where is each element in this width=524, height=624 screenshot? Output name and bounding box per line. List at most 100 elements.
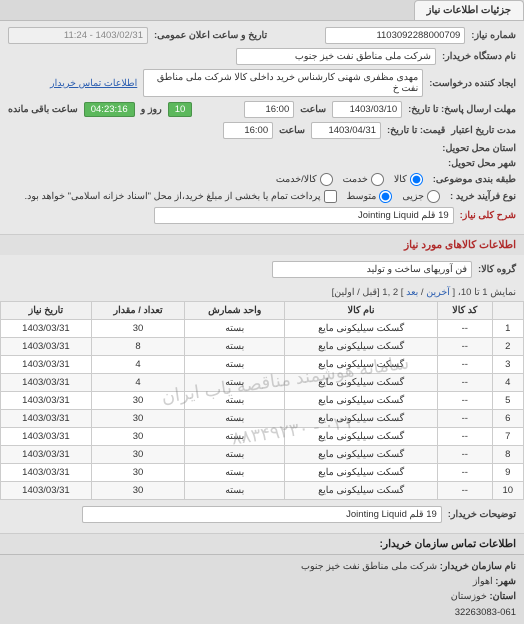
table-cell: 1403/03/31 (1, 320, 92, 338)
ann-field: 1403/02/31 - 11:24 (8, 27, 148, 44)
table-cell: بسته (185, 464, 285, 482)
footer-header: اطلاعات تماس سازمان خریدار: (0, 533, 524, 554)
table-cell: 1 (492, 320, 523, 338)
cat-goods-text: کالا (394, 174, 407, 185)
process-medium[interactable]: متوسط (347, 190, 393, 203)
cat-goods-service[interactable]: کالا/خدمت (276, 173, 333, 186)
requester-label: ایجاد کننده درخواست: (429, 78, 516, 89)
deadline-send-label: مهلت ارسال پاسخ: تا تاریخ: (408, 104, 516, 115)
tab-details[interactable]: جزئیات اطلاعات نیاز (414, 0, 524, 20)
table-header-cell: تعداد / مقدار (91, 302, 184, 320)
req-no-field: 1103092288000709 (325, 27, 465, 44)
buyer-contact-link[interactable]: اطلاعات تماس خریدار (50, 78, 137, 89)
time-label-1: ساعت (300, 104, 326, 115)
remaining-days: 10 (168, 102, 193, 117)
table-cell: 5 (492, 392, 523, 410)
table-header-cell: واحد شمارش (185, 302, 285, 320)
form-area: شماره نیاز: 1103092288000709 تاریخ و ساع… (0, 21, 524, 234)
table-cell: 3 (492, 356, 523, 374)
table-cell: 30 (91, 410, 184, 428)
table-cell: گسکت سیلیکونی مایع (285, 410, 438, 428)
table-cell: -- (437, 410, 492, 428)
delivery-city-label: شهر محل تحویل: (448, 158, 516, 169)
footer-code: 32263083-061 (455, 607, 516, 618)
table-cell: گسکت سیلیکونی مایع (285, 338, 438, 356)
table-header-cell: نام کالا (285, 302, 438, 320)
table-cell: گسکت سیلیکونی مایع (285, 374, 438, 392)
ann-label: تاریخ و ساعت اعلان عمومی: (154, 30, 267, 41)
table-row[interactable]: 4--گسکت سیلیکونی مایعبسته41403/03/31 (1, 374, 524, 392)
cat-goods[interactable]: کالا (394, 173, 423, 186)
cat-service-radio[interactable] (371, 173, 384, 186)
cat-goods-service-radio[interactable] (320, 173, 333, 186)
cat-goods-service-text: کالا/خدمت (276, 174, 317, 185)
table-cell: 1403/03/31 (1, 428, 92, 446)
table-cell: 8 (91, 338, 184, 356)
remaining-days-label: روز و (141, 104, 162, 115)
price-label: قیمت: تا تاریخ: (387, 125, 445, 136)
table-cell: 1403/03/31 (1, 356, 92, 374)
time-label-2: ساعت (279, 125, 305, 136)
table-row[interactable]: 2--گسکت سیلیکونی مایعبسته81403/03/31 (1, 338, 524, 356)
footer-org: شرکت ملی مناطق نفت خیز جنوب (301, 561, 437, 572)
table-row[interactable]: 10--گسکت سیلیکونی مایعبسته301403/03/31 (1, 482, 524, 500)
table-row[interactable]: 6--گسکت سیلیکونی مایعبسته301403/03/31 (1, 410, 524, 428)
table-row[interactable]: 9--گسکت سیلیکونی مایعبسته301403/03/31 (1, 464, 524, 482)
table-cell: بسته (185, 428, 285, 446)
footer-org-label: نام سازمان خریدار: (440, 561, 516, 572)
req-no-label: شماره نیاز: (471, 30, 516, 41)
table-row[interactable]: 8--گسکت سیلیکونی مایعبسته301403/03/31 (1, 446, 524, 464)
main-desc-field: 19 قلم Jointing Liquid (154, 207, 454, 224)
buyer-dev-field: شرکت ملی مناطق نفت خیز جنوب (236, 48, 436, 65)
pager-last[interactable]: آخرین (426, 287, 450, 298)
process-medium-radio[interactable] (379, 190, 392, 203)
table-header-cell (492, 302, 523, 320)
deadline-send-date: 1403/03/10 (332, 101, 402, 118)
cat-goods-radio[interactable] (410, 173, 423, 186)
table-cell: گسکت سیلیکونی مایع (285, 464, 438, 482)
table-cell: 7 (492, 428, 523, 446)
table-row[interactable]: 3--گسکت سیلیکونی مایعبسته41403/03/31 (1, 356, 524, 374)
table-cell: بسته (185, 446, 285, 464)
valid-label: مدت تاریخ اعتبار (451, 125, 516, 136)
table-cell: 4 (91, 356, 184, 374)
table-cell: گسکت سیلیکونی مایع (285, 356, 438, 374)
table-cell: 30 (91, 392, 184, 410)
process-small[interactable]: جزیی (402, 190, 440, 203)
table-cell: 10 (492, 482, 523, 500)
cat-service[interactable]: خدمت (343, 173, 384, 186)
group-label: گروه کالا: (478, 264, 516, 275)
footer-prov-label: استان: (489, 591, 516, 602)
buyer-note-field: 19 قلم Jointing Liquid (82, 506, 442, 523)
footer-prov: خوزستان (451, 591, 487, 602)
table-cell: 30 (91, 464, 184, 482)
process-small-radio[interactable] (427, 190, 440, 203)
process-medium-text: متوسط (347, 191, 377, 202)
process-note-check[interactable]: پرداخت تمام یا بخشی از مبلغ خرید،از محل … (24, 190, 336, 203)
table-cell: بسته (185, 410, 285, 428)
delivery-prov-label: استان محل تحویل: (442, 143, 516, 154)
table-cell: گسکت سیلیکونی مایع (285, 320, 438, 338)
table-cell: گسکت سیلیکونی مایع (285, 392, 438, 410)
table-cell: بسته (185, 338, 285, 356)
table-cell: بسته (185, 320, 285, 338)
table-cell: 30 (91, 320, 184, 338)
footer: نام سازمان خریدار: شرکت ملی مناطق نفت خی… (0, 554, 524, 624)
process-note-text: پرداخت تمام یا بخشی از مبلغ خرید،از محل … (24, 191, 320, 202)
table-row[interactable]: 5--گسکت سیلیکونی مایعبسته301403/03/31 (1, 392, 524, 410)
pager: نمایش 1 تا 10، [ آخرین / بعد ] 2 ,1 [قبل… (0, 284, 524, 301)
table-cell: گسکت سیلیکونی مایع (285, 428, 438, 446)
pager-next[interactable]: بعد (406, 287, 418, 298)
table-cell: 4 (492, 374, 523, 392)
table-row[interactable]: 1--گسکت سیلیکونی مایعبسته301403/03/31 (1, 320, 524, 338)
table-row[interactable]: 7--گسکت سیلیکونی مایعبسته301403/03/31 (1, 428, 524, 446)
cat-service-text: خدمت (343, 174, 368, 185)
pager-nums: ] 2 ,1 [قبل / اولین] (332, 287, 404, 298)
process-label: نوع فرآیند خرید : (450, 191, 516, 202)
remaining-time: 04:23:16 (84, 102, 135, 117)
table-cell: 2 (492, 338, 523, 356)
process-note-checkbox[interactable] (324, 190, 337, 203)
main-desc-label: شرح کلی نیاز: (460, 210, 516, 221)
table-cell: 30 (91, 428, 184, 446)
buyer-note-label: توضیحات خریدار: (448, 509, 516, 520)
